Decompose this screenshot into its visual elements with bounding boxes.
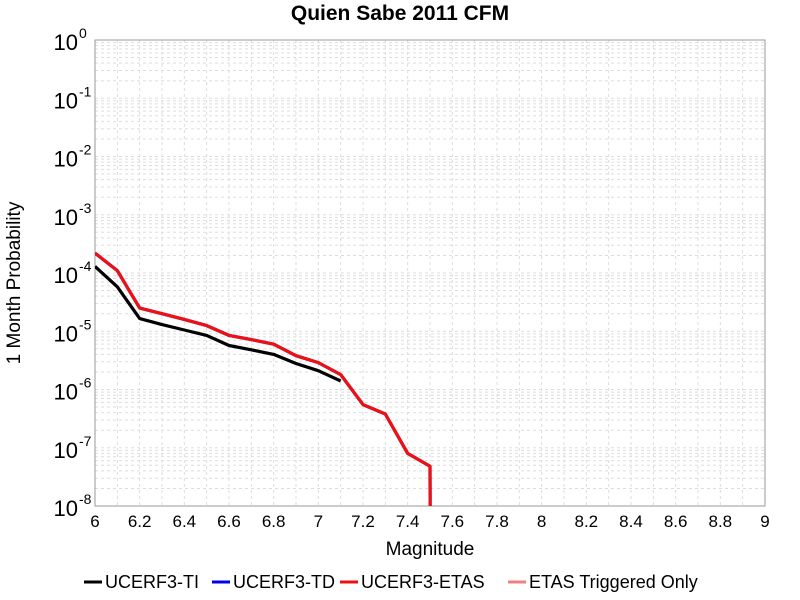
x-tick-label: 6.4 [173,512,197,531]
legend-label: UCERF3-TD [233,572,335,592]
y-tick-exponent: -3 [79,200,92,216]
x-tick-label: 6.6 [217,512,241,531]
y-tick-base: 10 [54,438,78,463]
legend-label: UCERF3-TI [105,572,199,592]
y-tick-label: 10 -3 [54,200,92,230]
x-tick-label: 8 [537,512,546,531]
y-tick-base: 10 [54,263,78,288]
y-tick-base: 10 [54,88,78,113]
y-tick-label: 10 -8 [54,491,92,521]
x-tick-label: 7 [314,512,323,531]
y-tick-exponent: -7 [79,433,92,449]
y-tick-label: 10 -1 [54,83,92,113]
y-tick-label: 10 0 [54,25,87,55]
x-tick-label: 7.4 [396,512,420,531]
legend-label: ETAS Triggered Only [529,572,698,592]
y-tick-exponent: -1 [79,83,92,99]
x-axis-label: Magnitude [386,539,475,560]
x-tick-labels: 6 6.2 6.4 6.6 6.8 7 7.2 7.4 7.6 7.8 8 8.2 8.4 8.6 8.8 9 [90,512,769,531]
x-tick-label: 8.4 [619,512,643,531]
x-tick-label: 9 [760,512,769,531]
y-tick-base: 10 [54,147,78,172]
y-tick-base: 10 [54,30,78,55]
y-tick-label: 10 -7 [54,433,92,463]
y-tick-base: 10 [54,380,78,405]
y-tick-base: 10 [54,205,78,230]
x-tick-label: 6.2 [128,512,152,531]
y-tick-exponent: -4 [79,258,92,274]
x-tick-label: 8.6 [664,512,688,531]
y-tick-label: 10 -6 [54,375,92,405]
y-tick-label: 10 -2 [54,142,92,172]
y-tick-exponent: -2 [79,142,92,158]
y-tick-exponent: -6 [79,375,92,391]
chart-title: Quien Sabe 2011 CFM [291,2,509,25]
x-tick-label: 7.8 [485,512,509,531]
y-tick-base: 10 [54,321,78,346]
x-tick-label: 8.2 [575,512,599,531]
series-layer [95,251,432,506]
y-axis-label: 1 Month Probability [4,201,25,364]
x-tick-label: 7.2 [351,512,375,531]
series-line-ucerf3-etas [95,251,432,506]
legend: UCERF3-TI UCERF3-TD UCERF3-ETAS ETAS Trigge… [84,572,698,592]
x-tick-label: 6.8 [262,512,286,531]
y-tick-label: 10 -5 [54,316,92,346]
legend-item: UCERF3-TI [84,572,199,592]
x-tick-label: 8.8 [709,512,733,531]
series-line-ucerf3-ti [95,265,342,383]
x-tick-label: 7.6 [441,512,465,531]
legend-item: UCERF3-TD [212,572,335,592]
legend-item: UCERF3-ETAS [340,572,485,592]
y-tick-exponent: 0 [79,25,87,41]
x-tick-label: 6 [90,512,99,531]
legend-item: ETAS Triggered Only [508,572,698,592]
y-tick-exponent: -5 [79,316,92,332]
y-tick-exponent: -8 [79,491,92,507]
y-tick-base: 10 [54,496,78,521]
legend-label: UCERF3-ETAS [361,572,485,592]
y-tick-label: 10 -4 [54,258,92,288]
grid [94,40,766,507]
